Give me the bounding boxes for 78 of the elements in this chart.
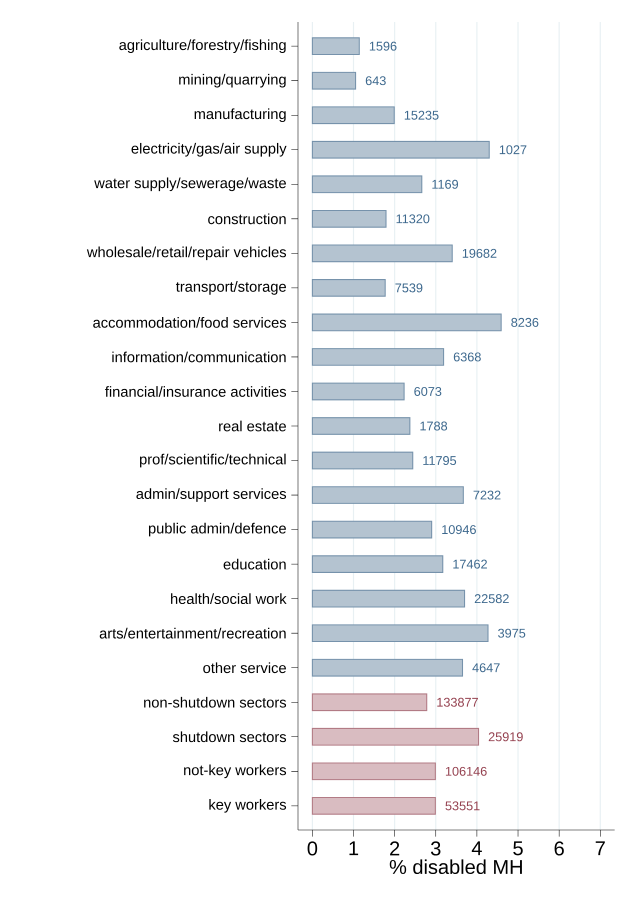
bar: [312, 796, 436, 815]
bar: [312, 452, 414, 470]
bar: [312, 210, 387, 228]
y-tick-label: admin/support services: [136, 488, 286, 502]
x-axis-title: % disabled MH: [390, 859, 522, 874]
annotation: 133877: [437, 698, 478, 707]
annotation: 7232: [474, 490, 500, 500]
y-tick-label: information/communication: [112, 352, 286, 362]
bar: [312, 658, 464, 677]
y-tick-label: electricity/gas/air supply: [132, 142, 287, 157]
x-tick-label: 0: [308, 841, 318, 856]
y-tick-label: prof/scientific/technical: [140, 454, 286, 468]
annotation: 15235: [404, 110, 439, 120]
bar: [312, 762, 436, 780]
x-tick-label: 3: [430, 841, 440, 856]
x-tick-label: 1: [349, 841, 358, 856]
y-tick-label: other service: [203, 662, 286, 674]
annotation: 7539: [395, 283, 422, 292]
bar: [312, 244, 453, 262]
annotation: 19682: [462, 248, 496, 258]
y-tick-label: water supply/sewerage/waste: [94, 177, 286, 192]
y-tick-label: arts/entertainment/recreation: [100, 628, 286, 639]
bar: [312, 175, 422, 194]
annotation: 1788: [420, 422, 448, 430]
x-tick-label: 7: [596, 841, 605, 856]
bar: [312, 486, 464, 504]
annotation: 22582: [474, 594, 509, 604]
annotation: 1027: [500, 145, 526, 154]
bar: [312, 555, 444, 573]
bar: [312, 140, 490, 159]
y-tick-label: health/social work: [171, 593, 287, 604]
annotation: 106146: [446, 766, 487, 776]
bar: [312, 314, 502, 332]
annotation: 643: [366, 76, 386, 86]
y-tick-label: construction: [208, 213, 286, 224]
bar: [312, 72, 356, 90]
y-tick-label: education: [224, 558, 286, 570]
y-tick-label: real estate: [219, 420, 286, 432]
annotation: 10946: [442, 525, 476, 534]
y-tick-label: key workers: [209, 799, 286, 813]
y-tick-label: agriculture/forestry/fishing: [119, 39, 286, 53]
bar: [312, 728, 480, 746]
y-tick-label: shutdown sectors: [172, 731, 286, 742]
annotation: 11795: [423, 456, 456, 466]
y-tick-label: accommodation/food services: [93, 317, 286, 328]
y-tick-label: not-key workers: [184, 764, 286, 778]
annotation: 4647: [472, 663, 500, 672]
bar: [312, 624, 489, 642]
annotation: 11320: [396, 214, 430, 224]
annotation: 8236: [511, 318, 538, 327]
y-tick-label: non-shutdown sectors: [144, 696, 286, 708]
y-tick-label: mining/quarrying: [179, 74, 286, 88]
y-tick-label: wholesale/retail/repair vehicles: [86, 246, 286, 260]
x-tick-label: 6: [554, 841, 564, 856]
bar: [312, 106, 395, 124]
annotation: 3975: [498, 628, 526, 638]
x-tick-label: 4: [472, 841, 482, 856]
bar: [312, 693, 428, 712]
annotation: 25919: [488, 732, 523, 742]
bar: [312, 37, 360, 56]
annotation: 6073: [414, 386, 442, 396]
bar: [312, 279, 386, 297]
annotation: 1596: [370, 42, 396, 51]
bar: [312, 590, 466, 608]
y-tick-label: transport/storage: [176, 281, 286, 295]
annotation: 53551: [445, 801, 480, 810]
bar: [312, 382, 405, 400]
bar: [312, 417, 410, 435]
annotation: 1169: [432, 180, 458, 189]
x-tick-label: 2: [390, 841, 400, 856]
y-tick-label: manufacturing: [194, 108, 286, 122]
annotation: 6368: [454, 352, 481, 362]
y-tick-label: public admin/defence: [148, 522, 286, 536]
bar: [312, 520, 432, 538]
x-tick-label: 5: [513, 841, 523, 856]
bar: [312, 348, 444, 366]
y-tick-label: financial/insurance activities: [105, 386, 286, 397]
annotation: 17462: [453, 560, 487, 569]
